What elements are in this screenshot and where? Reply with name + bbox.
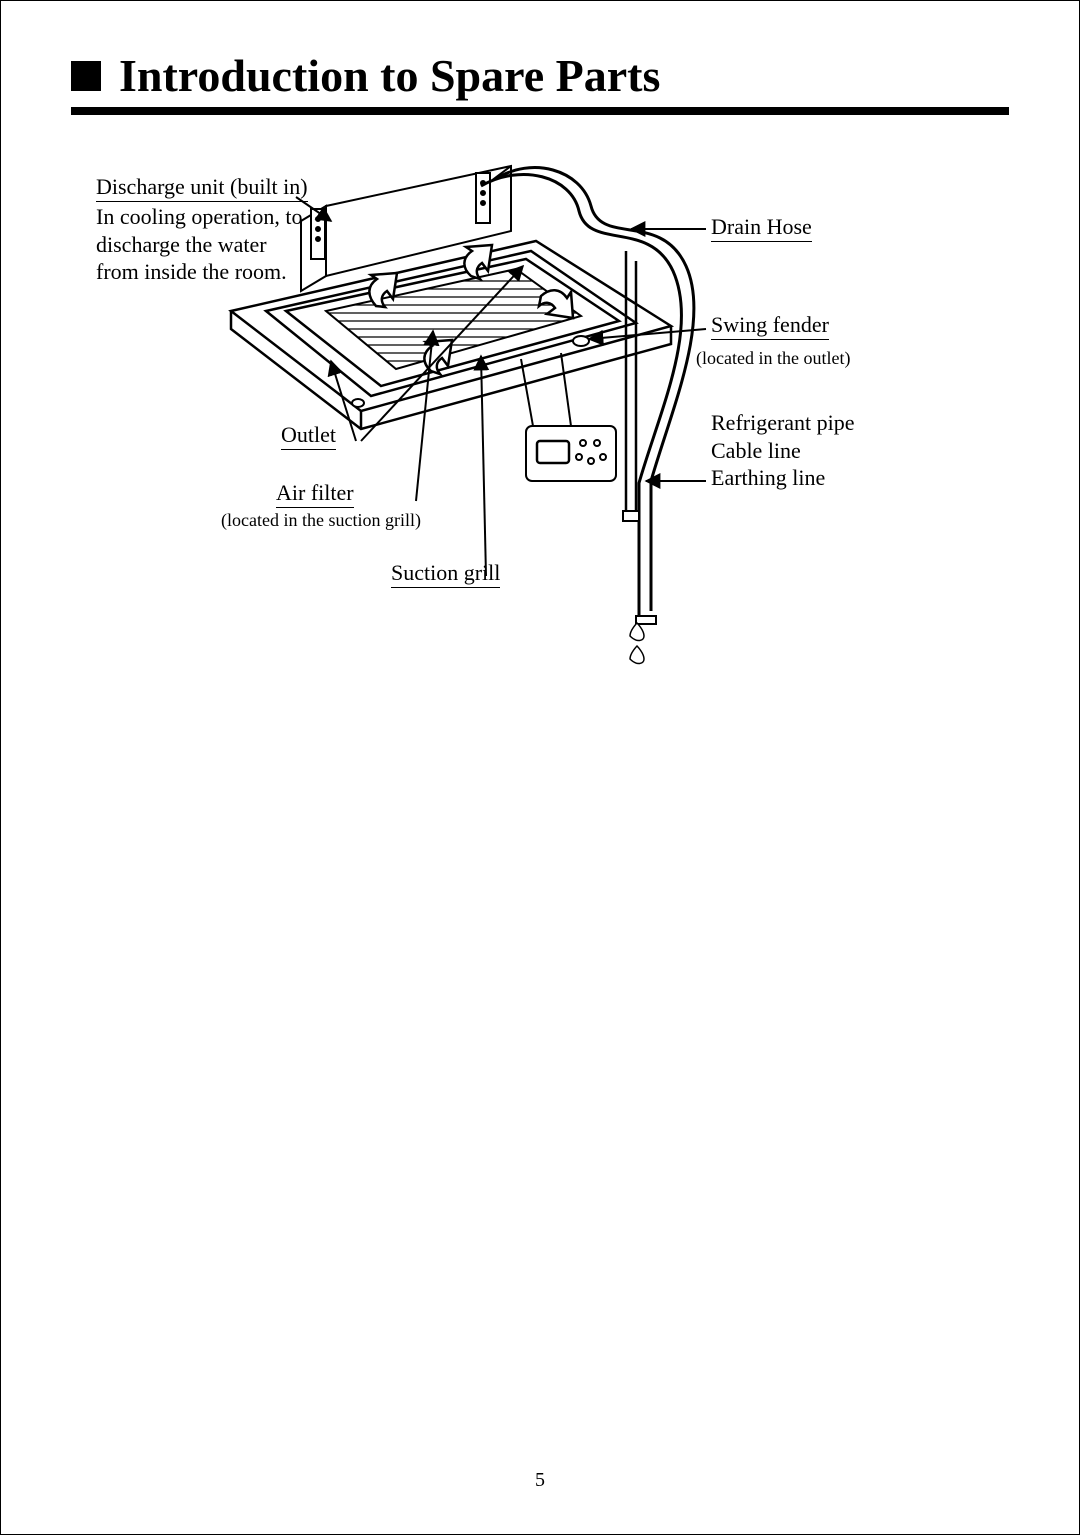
page-number: 5	[1, 1469, 1079, 1492]
label-swing-fender: Swing fender	[711, 311, 829, 340]
label-drain-hose: Drain Hose	[711, 213, 812, 242]
pipe-bundle	[623, 251, 639, 521]
label-suction-grill: Suction grill	[391, 559, 500, 588]
parts-diagram: Discharge unit (built in) In cooling ope…	[71, 151, 1011, 691]
label-air-filter-sub: (located in the suction grill)	[221, 509, 421, 532]
title-bullet-square	[71, 61, 101, 91]
page-title-row: Introduction to Spare Parts	[71, 49, 1009, 102]
discharge-unit-desc: In cooling operation, to discharge the w…	[96, 203, 306, 286]
drain-hose	[481, 168, 694, 624]
label-discharge-unit: Discharge unit (built in)	[96, 173, 308, 202]
label-pipes: Refrigerant pipe Cable line Earthing lin…	[711, 409, 855, 492]
water-drops	[630, 623, 644, 664]
label-outlet: Outlet	[281, 421, 336, 450]
label-air-filter: Air filter	[276, 479, 354, 508]
title-underline	[71, 107, 1009, 115]
label-swing-fender-sub: (located in the outlet)	[696, 347, 850, 370]
discharge-unit-title: Discharge unit (built in)	[96, 173, 308, 202]
page-title: Introduction to Spare Parts	[119, 49, 660, 102]
